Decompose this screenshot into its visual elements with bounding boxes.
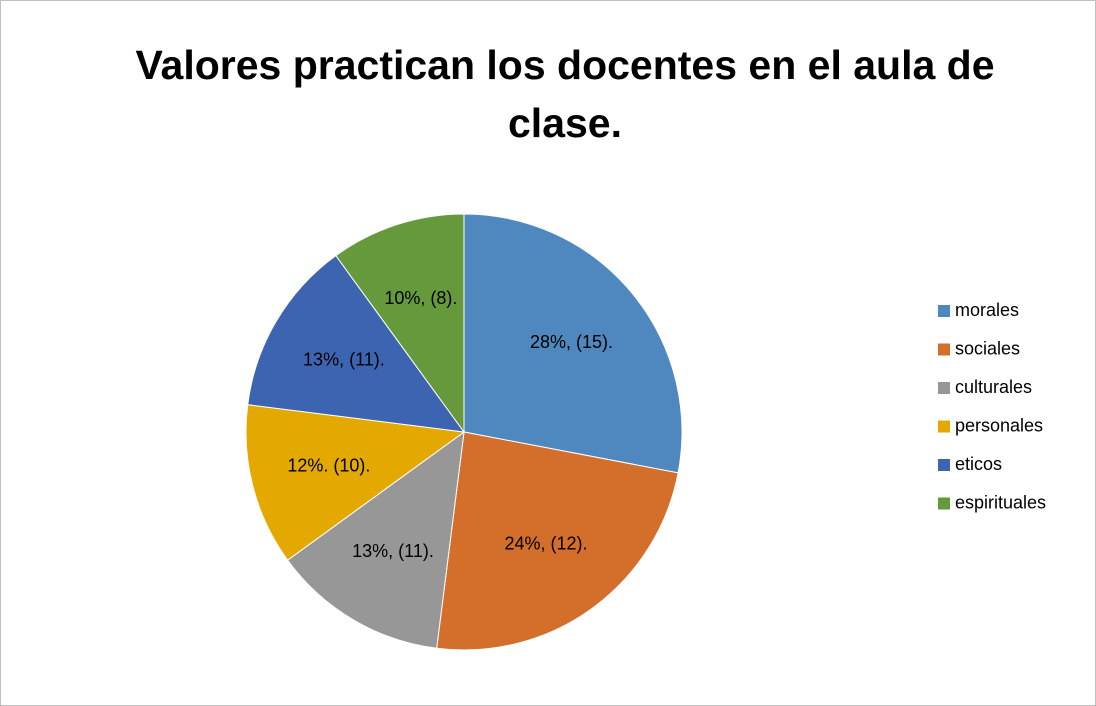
pie-slice bbox=[463, 213, 683, 474]
data-label: 10%, (8). bbox=[384, 288, 457, 308]
legend-label: culturales bbox=[955, 377, 1032, 397]
data-label: 13%, (11). bbox=[352, 541, 434, 561]
legend-swatch bbox=[938, 497, 950, 510]
legend-swatch bbox=[938, 382, 950, 394]
legend-swatch bbox=[938, 459, 950, 471]
legend-swatch bbox=[938, 420, 950, 433]
pie-slice bbox=[247, 254, 466, 433]
legend-label: espirituales bbox=[955, 492, 1046, 512]
chart-title: Valores practican los docentes en el aul… bbox=[135, 42, 995, 146]
legend-label: eticos bbox=[955, 454, 1002, 474]
pie-slice bbox=[436, 431, 679, 651]
data-label: 13%, (11). bbox=[303, 350, 385, 370]
data-label: 28%, (15). bbox=[530, 332, 613, 352]
pie-slice bbox=[335, 213, 465, 434]
legend-swatch bbox=[938, 305, 950, 317]
legend-label: morales bbox=[955, 300, 1019, 320]
pie-slice bbox=[245, 404, 466, 561]
legend-label: personales bbox=[955, 415, 1043, 435]
legend-swatch bbox=[938, 343, 950, 356]
data-label: 24%, (12). bbox=[504, 534, 587, 554]
legend-label: sociales bbox=[955, 338, 1020, 358]
pie-slice bbox=[286, 430, 465, 649]
data-label: 12%. (10). bbox=[287, 455, 370, 475]
